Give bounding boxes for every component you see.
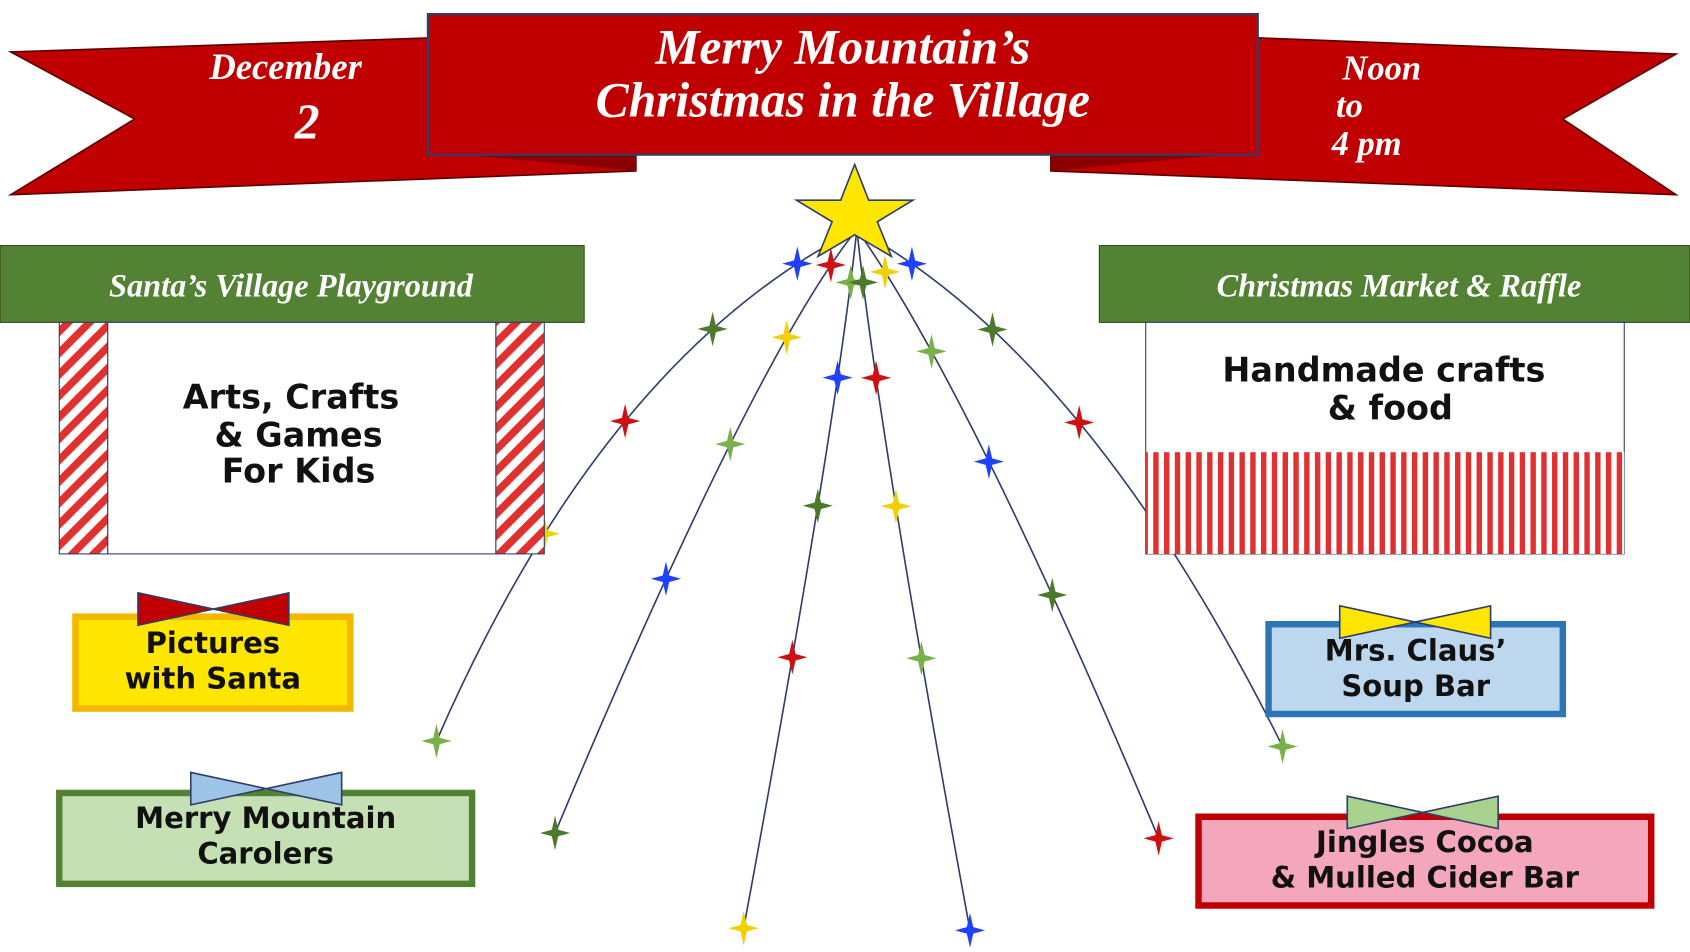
light [906, 641, 936, 676]
sign-text: Handmade crafts [1222, 351, 1545, 390]
light [729, 911, 759, 946]
banner: December 2 Merry Mountain’s Christmas in… [11, 14, 1676, 195]
light [974, 444, 1004, 479]
title-line: Christmas in the Village [596, 72, 1090, 127]
light [861, 361, 891, 396]
date-day: 2 [294, 94, 320, 149]
station-text: & Mulled Cider Bar [1271, 860, 1580, 894]
light [715, 427, 745, 462]
light [698, 312, 728, 347]
title-line: Merry Mountain’s [654, 19, 1030, 74]
station-text: Mrs. Claus’ [1325, 633, 1507, 667]
market-sign: Christmas Market & Raffle Handmade craft… [1099, 246, 1690, 554]
light [916, 334, 946, 369]
light [1268, 729, 1298, 764]
time-line: Noon [1341, 49, 1421, 87]
sign-text: Arts, Crafts [183, 378, 399, 417]
station-text: Pictures [146, 626, 281, 660]
light [870, 255, 900, 290]
sign-title: Christmas Market & Raffle [1217, 268, 1582, 304]
light [955, 913, 985, 948]
light [1037, 578, 1067, 613]
light [881, 489, 911, 524]
light [540, 816, 570, 851]
strand [744, 229, 857, 928]
strand [857, 229, 970, 930]
flyer: December 2 Merry Mountain’s Christmas in… [0, 0, 1690, 952]
light [777, 640, 807, 675]
station-text: Soup Bar [1341, 669, 1490, 703]
time-line: 4 pm [1331, 125, 1402, 163]
strand [555, 229, 857, 833]
light [421, 724, 451, 759]
light [977, 312, 1007, 347]
light [772, 320, 802, 355]
sign-text: & Games [215, 416, 383, 455]
station-text: with Santa [125, 661, 301, 695]
station-text: Jingles Cocoa [1314, 825, 1534, 859]
light [651, 561, 681, 596]
time-line: to [1336, 87, 1363, 125]
light [897, 246, 927, 281]
playground-sign: Santa’s Village Playground Arts, Crafts … [0, 246, 584, 554]
light [823, 360, 853, 395]
sign-title: Santa’s Village Playground [109, 268, 474, 304]
light [782, 246, 812, 281]
date-month: December [208, 46, 362, 87]
station-text: Carolers [197, 837, 334, 871]
station-text: Merry Mountain [135, 801, 396, 835]
sign-text: & food [1328, 388, 1453, 427]
light [803, 488, 833, 523]
light [1144, 821, 1174, 856]
sign-text: For Kids [222, 451, 376, 490]
